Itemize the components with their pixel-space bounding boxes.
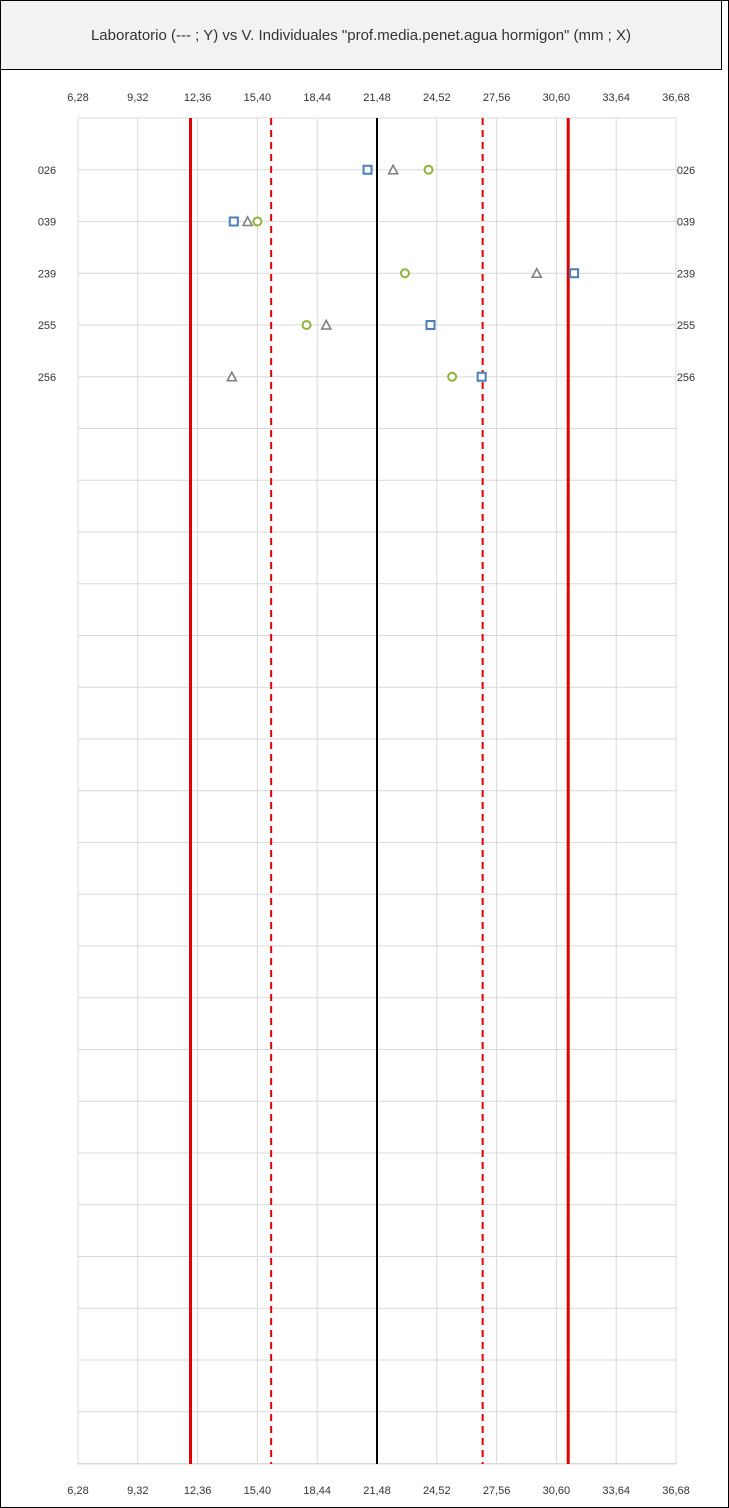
x-tick-label-bottom: 30,60	[543, 1485, 571, 1497]
x-tick-label-bottom: 36,68	[662, 1485, 690, 1497]
x-tick-label-bottom: 6,28	[67, 1485, 88, 1497]
y-category-label-left: 026	[38, 165, 56, 177]
data-point-triangle	[530, 267, 543, 279]
data-point-square	[362, 164, 373, 175]
data-point-triangle	[320, 318, 333, 330]
data-point-square	[476, 371, 487, 382]
x-tick-label-bottom: 27,56	[483, 1485, 511, 1497]
y-category-label-left: 039	[38, 217, 56, 229]
x-tick-label-top: 12,36	[184, 92, 212, 104]
x-tick-label-bottom: 15,40	[244, 1485, 272, 1497]
x-tick-label-top: 6,28	[67, 92, 88, 104]
x-tick-label-bottom: 9,32	[127, 1485, 148, 1497]
x-tick-label-top: 27,56	[483, 92, 511, 104]
y-category-label-right: 239	[677, 268, 695, 280]
x-tick-label-bottom: 18,44	[303, 1485, 331, 1497]
data-point-circle	[399, 268, 410, 279]
y-category-label-right: 256	[677, 372, 695, 384]
data-point-circle	[423, 164, 434, 175]
x-tick-label-top: 9,32	[127, 92, 148, 104]
x-tick-label-top: 15,40	[244, 92, 272, 104]
x-tick-label-top: 36,68	[662, 92, 690, 104]
chart-title-bar: Laboratorio (--- ; Y) vs V. Individuales…	[1, 1, 722, 70]
x-tick-label-top: 30,60	[543, 92, 571, 104]
y-category-label-left: 256	[38, 372, 56, 384]
data-point-square	[228, 216, 239, 227]
x-tick-label-bottom: 21,48	[363, 1485, 391, 1497]
chart-title: Laboratorio (--- ; Y) vs V. Individuales…	[90, 26, 632, 44]
x-tick-label-bottom: 24,52	[423, 1485, 451, 1497]
x-tick-label-top: 24,52	[423, 92, 451, 104]
data-point-circle	[301, 320, 312, 330]
data-point-triangle	[225, 370, 238, 382]
data-point-square	[569, 268, 580, 279]
x-tick-label-bottom: 12,36	[184, 1485, 212, 1497]
data-point-circle	[252, 216, 263, 227]
data-point-triangle	[387, 163, 399, 175]
y-category-label-left: 255	[38, 320, 56, 332]
data-point-square	[425, 320, 436, 330]
x-tick-label-bottom: 33,64	[602, 1485, 630, 1497]
x-tick-label-top: 33,64	[602, 92, 630, 104]
y-category-label-right: 026	[677, 165, 695, 177]
x-tick-label-top: 18,44	[303, 92, 331, 104]
y-category-label-left: 239	[38, 268, 56, 280]
y-category-label-right: 039	[677, 217, 695, 229]
data-point-triangle	[241, 215, 254, 227]
data-point-circle	[447, 371, 458, 382]
y-category-label-right: 255	[677, 320, 695, 332]
x-tick-label-top: 21,48	[363, 92, 391, 104]
